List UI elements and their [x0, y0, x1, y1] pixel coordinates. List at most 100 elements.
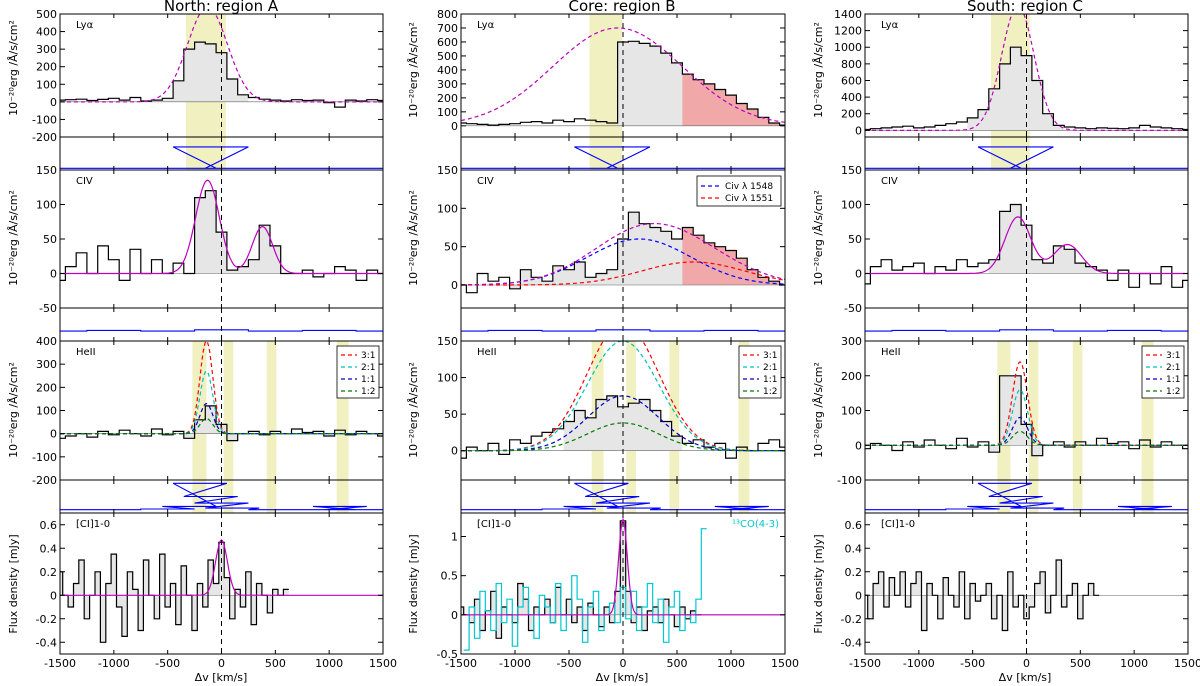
data-spectrum — [865, 559, 1100, 632]
fit-civ-1551 — [461, 261, 785, 286]
panel-label: HeII — [76, 347, 96, 358]
legend-label: Civ λ 1551 — [725, 194, 773, 204]
y-tick-label: 50 — [444, 241, 458, 254]
panel-a-heii-noise — [59, 479, 384, 514]
noise-spectrum — [865, 329, 1188, 332]
y-tick-label: 100 — [841, 199, 862, 212]
panel-b-lya-noise — [460, 136, 786, 171]
panel-a-lya: -200 -100 0 100 200 300 400 500 Lyα — [32, 8, 384, 144]
y-tick-label: 0 — [50, 589, 57, 602]
highlight-band — [1072, 480, 1083, 513]
fit-ratio-2-1 — [60, 370, 383, 435]
panel-a-civ: -50 0 50 100 150 CIV — [36, 164, 384, 315]
y-tick-label: 150 — [36, 164, 57, 177]
flux-fill — [967, 47, 1065, 131]
flux-fill-red — [682, 74, 785, 126]
y-tick-label: 50 — [444, 408, 458, 421]
x-tick-label: -1500 — [44, 657, 76, 670]
legend-label: 1:1 — [361, 375, 375, 385]
data-spectrum — [461, 211, 785, 294]
flux-fill — [162, 42, 249, 102]
y-tick-label: 300 — [36, 358, 57, 371]
panel-plot-area — [865, 329, 1188, 332]
y-tick-label: 500 — [437, 50, 458, 63]
legend-label: 1:1 — [763, 375, 777, 385]
ylabel-lya-b: 10⁻²⁰erg /Å/s/cm² — [407, 22, 420, 118]
panel-label: [CI]1-0 — [477, 519, 511, 530]
y-tick-label: 0 — [50, 268, 57, 281]
panel-plot-area — [865, 14, 1188, 137]
panel-label: HeII — [881, 347, 901, 358]
y-tick-label: -200 — [32, 131, 57, 144]
noise-spectrum — [865, 146, 1188, 169]
y-tick-label: 0.6 — [40, 519, 58, 532]
y-tick-label: 100 — [437, 202, 458, 215]
x-tick-label: 0 — [620, 657, 627, 670]
highlight-band — [223, 341, 234, 480]
y-tick-label: 0 — [451, 279, 458, 292]
y-tick-label: 400 — [36, 335, 57, 348]
legend-label: 3:1 — [1166, 351, 1180, 361]
y-tick-label: 300 — [437, 78, 458, 91]
panel-c-heii-noise — [864, 479, 1189, 514]
y-tick-label: 200 — [36, 381, 57, 394]
ylabel-heii-c: 10⁻²⁰erg /Å/s/cm² — [812, 362, 825, 458]
panel-plot-area — [60, 14, 383, 137]
y-tick-label: 150 — [437, 335, 458, 348]
x-tick-label: 1500 — [771, 657, 799, 670]
y-tick-label: 200 — [841, 108, 862, 121]
y-tick-label: 200 — [437, 92, 458, 105]
y-tick-label: 400 — [36, 26, 57, 39]
panel-label: [CI]1-0 — [76, 519, 110, 530]
ylabel-civ-a: 10⁻²⁰erg /Å/s/cm² — [7, 190, 20, 286]
xlabel-c: Δv [km/s] — [999, 671, 1052, 684]
panel-plot-area — [60, 480, 383, 513]
highlight-band — [738, 480, 750, 513]
legend-label: 2:1 — [763, 363, 777, 373]
y-tick-label: 0 — [50, 428, 57, 441]
panel-a-ci: -0.4 -0.2 0 0.2 0.4 0.6 -1500 -1000 -500 0 500 1000… — [36, 512, 397, 670]
panel-plot-area — [60, 179, 383, 281]
y-tick-label: 0.2 — [845, 566, 863, 579]
panel-a-heii: -200 -100 0 100 200 300 400 HeII 3:1 2:1 1:1 1:2 — [32, 335, 384, 487]
panel-plot-area — [60, 539, 383, 643]
flux-fill-red — [682, 227, 785, 285]
x-tick-label: 500 — [265, 657, 286, 670]
panel-plot-area — [865, 480, 1188, 513]
y-tick-label: -0.5 — [437, 648, 458, 661]
highlight-band — [669, 480, 680, 513]
x-tick-label: -500 — [155, 657, 180, 670]
legend-label: 1:2 — [361, 387, 375, 397]
data-spectrum — [60, 541, 289, 643]
y-tick-label: 100 — [437, 372, 458, 385]
x-tick-label: -500 — [557, 657, 582, 670]
highlight-band — [589, 137, 622, 170]
fit-ratio-1-2 — [60, 417, 383, 435]
panel-c-civ-noise — [864, 307, 1189, 342]
panel-a-civ-noise — [59, 307, 384, 342]
panel-label: CIV — [881, 176, 898, 187]
x-tick-label: -500 — [960, 657, 985, 670]
highlight-band — [185, 137, 226, 170]
x-tick-label: 0 — [1023, 657, 1030, 670]
y-tick-label: 0 — [451, 445, 458, 458]
y-tick-label: 0.4 — [40, 542, 58, 555]
x-tick-label: 0 — [218, 657, 225, 670]
x-tick-label: 1000 — [717, 657, 745, 670]
ylabel-civ-c: 10⁻²⁰erg /Å/s/cm² — [812, 190, 825, 286]
y-tick-label: -0.4 — [841, 636, 862, 649]
flux-fill — [183, 190, 281, 274]
panel-c-ci: -0.4 -0.2 0 0.2 0.4 0.6 -1500 -1000 -500 0 500 1000… — [841, 512, 1200, 670]
y-tick-label: 100 — [841, 405, 862, 418]
y-tick-label: 100 — [36, 405, 57, 418]
panel-label: CIV — [477, 176, 494, 187]
flux-fill — [988, 204, 1097, 274]
y-tick-label: -0.2 — [36, 613, 57, 626]
noise-spectrum — [461, 482, 785, 511]
ylabel-ci-b: Flux density [mJy] — [407, 534, 420, 633]
highlight-band — [192, 341, 207, 480]
legend-label: 2:1 — [1166, 363, 1180, 373]
y-tick-label: -100 — [32, 113, 57, 126]
data-spectrum — [865, 46, 1188, 131]
flux-fill — [617, 41, 683, 126]
